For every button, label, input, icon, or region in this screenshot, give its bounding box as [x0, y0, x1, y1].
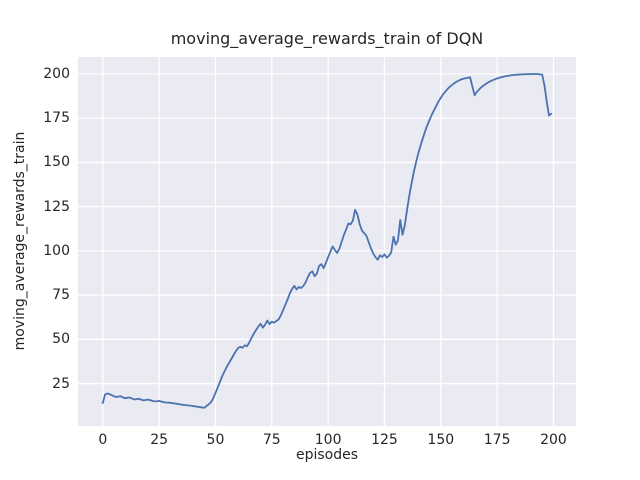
chart-title: moving_average_rewards_train of DQN [170, 29, 484, 48]
x-tick-label: 0 [98, 432, 108, 448]
data-line [101, 73, 553, 409]
y-tick-label: 50 [52, 331, 70, 348]
y-tick-label: 175 [43, 110, 70, 127]
x-tick-label: 125 [371, 432, 398, 448]
x-tick-label: 200 [540, 432, 567, 448]
x-tick-label: 75 [262, 432, 281, 448]
y-tick-label: 25 [52, 375, 70, 392]
x-axis-label: episodes [295, 447, 359, 463]
y-tick-label: 125 [43, 198, 70, 215]
x-tick-label: 50 [206, 432, 225, 448]
y-tick-label: 200 [43, 65, 70, 82]
y-tick-label: 100 [43, 242, 70, 259]
x-tick-label: 175 [483, 432, 511, 448]
x-tick-label: 25 [150, 432, 169, 448]
plot-area [78, 57, 576, 426]
y-tick-label: 150 [43, 154, 70, 171]
x-tick-label: 150 [427, 432, 455, 448]
y-tick-label: 75 [52, 287, 70, 304]
x-tick-label: 100 [314, 432, 342, 448]
